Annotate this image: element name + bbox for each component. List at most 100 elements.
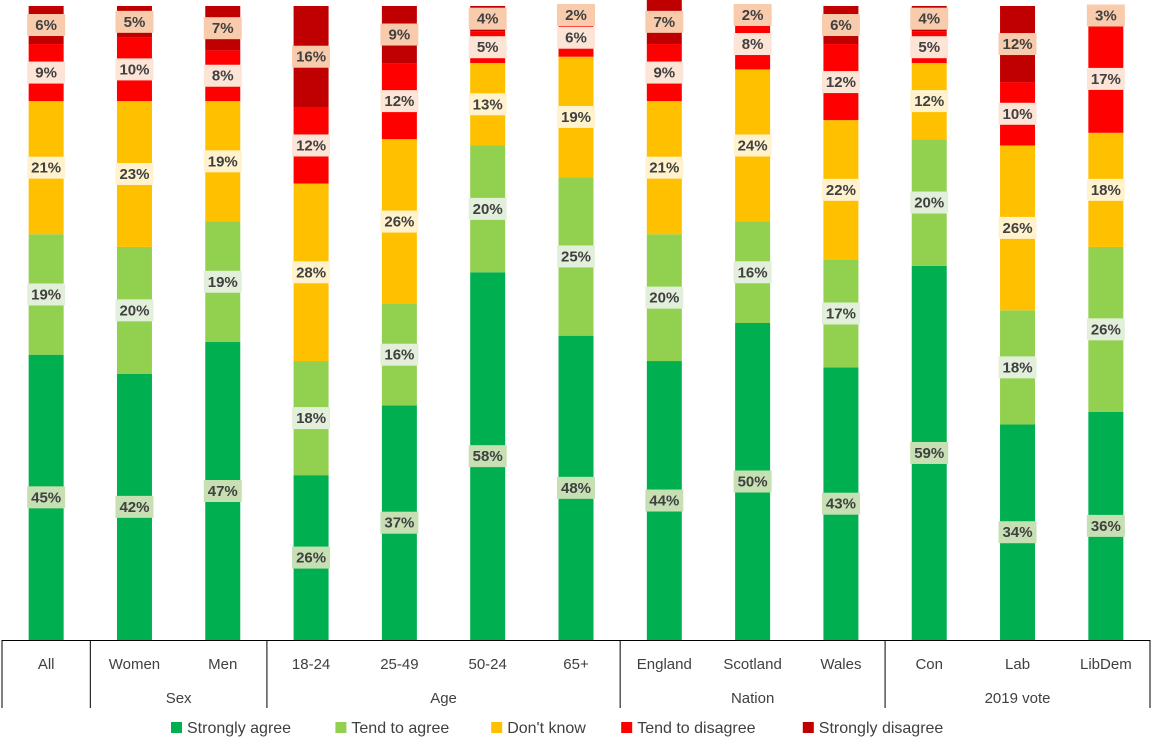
data-label-text: 13% <box>473 96 503 113</box>
data-label-text: 26% <box>384 214 414 231</box>
data-label-text: 9% <box>653 65 675 82</box>
data-label: 9% <box>380 23 419 46</box>
data-label: 13% <box>468 93 507 116</box>
data-label-text: 58% <box>473 448 503 465</box>
category-label: Men <box>208 656 237 673</box>
category-label: 65+ <box>563 656 589 673</box>
data-label: 37% <box>380 511 419 534</box>
data-label: 44% <box>645 489 684 512</box>
data-label-box <box>645 489 684 512</box>
data-label: 4% <box>468 7 507 30</box>
data-label-box <box>557 476 595 499</box>
data-label-box <box>203 17 242 40</box>
data-label-text: 44% <box>649 493 679 510</box>
data-label: 18% <box>292 407 331 430</box>
legend-label: Tend to agree <box>351 720 449 737</box>
data-label: 21% <box>645 156 684 179</box>
data-label: 12% <box>821 71 860 94</box>
data-label-text: 43% <box>826 496 856 513</box>
data-label-box <box>468 197 507 220</box>
data-label: 23% <box>115 163 154 186</box>
data-label: 12% <box>998 33 1037 56</box>
data-label-box <box>380 90 419 113</box>
data-label-text: 12% <box>1003 36 1033 53</box>
category-label: Con <box>915 656 943 673</box>
data-label: 5% <box>910 36 949 59</box>
data-label-text: 9% <box>35 65 57 82</box>
data-label: 34% <box>998 521 1037 544</box>
data-label-text: 3% <box>1095 8 1117 25</box>
data-label: 5% <box>115 10 154 33</box>
data-label-text: 50% <box>738 474 768 491</box>
data-label: 16% <box>733 261 772 284</box>
data-label: 45% <box>27 486 66 509</box>
data-label-box <box>115 58 154 81</box>
data-label-box <box>733 261 772 284</box>
data-label: 6% <box>557 26 595 49</box>
data-label-text: 16% <box>384 347 414 364</box>
data-label-text: 20% <box>914 195 944 212</box>
data-label: 19% <box>557 105 595 128</box>
legend-label: Tend to disagree <box>637 720 755 737</box>
data-label-box <box>468 36 507 59</box>
data-label: 17% <box>821 302 860 325</box>
data-label-box <box>1086 67 1125 90</box>
data-label-text: 10% <box>1003 106 1033 123</box>
data-label: 7% <box>645 10 684 33</box>
data-label: 2% <box>557 4 595 26</box>
data-label-text: 26% <box>1091 321 1121 338</box>
data-label: 26% <box>292 546 331 569</box>
data-label-text: 2% <box>742 7 764 24</box>
data-label-text: 37% <box>384 515 414 532</box>
data-label: 43% <box>821 492 860 515</box>
category-label: Women <box>109 656 160 673</box>
legend-item: Don't know <box>491 720 586 737</box>
data-label: 26% <box>998 216 1037 239</box>
data-label-box <box>292 134 331 157</box>
data-label: 5% <box>468 36 507 59</box>
data-label-text: 19% <box>208 274 238 291</box>
data-label-box <box>380 343 419 366</box>
data-label-box <box>27 156 66 179</box>
data-label-text: 16% <box>738 264 768 281</box>
legend-swatch <box>335 722 347 733</box>
data-label-box <box>468 445 507 468</box>
data-label: 28% <box>292 261 331 284</box>
data-label-box <box>292 546 331 569</box>
data-label-box <box>998 521 1037 544</box>
data-label: 50% <box>733 470 772 493</box>
legend-swatch <box>171 722 182 733</box>
data-label-box <box>27 283 66 306</box>
data-label: 47% <box>203 480 242 503</box>
data-label-text: 45% <box>31 489 61 506</box>
data-label-text: 24% <box>738 137 768 154</box>
data-label: 20% <box>645 286 684 309</box>
data-label-text: 20% <box>473 201 503 218</box>
category-label: Scotland <box>723 656 781 673</box>
data-label-box <box>910 441 949 464</box>
data-label: 18% <box>1086 178 1125 201</box>
data-label-text: 7% <box>212 20 234 37</box>
data-label: 25% <box>557 245 595 268</box>
data-label-box <box>910 191 949 214</box>
legend-item: Strongly agree <box>171 720 291 737</box>
data-labels-layer: 45% 19% 21% 9% 6% 42% 20% 23% 10% 5% 47% 19% 19% 8% 7%… <box>27 4 1125 569</box>
data-label: 10% <box>998 102 1037 125</box>
data-label-box <box>998 33 1037 56</box>
data-label: 42% <box>115 495 154 518</box>
data-label-text: 4% <box>918 11 940 28</box>
category-label: LibDem <box>1080 656 1132 673</box>
data-label-text: 6% <box>565 30 587 47</box>
data-label: 6% <box>27 14 66 37</box>
data-label-text: 16% <box>296 49 326 66</box>
data-label-box <box>203 150 242 173</box>
data-label-text: 18% <box>1003 359 1033 376</box>
axis-layer: All Women Men 18-24 25-49 50-24 65+ England Scot… <box>1 640 1151 708</box>
data-label: 20% <box>910 191 949 214</box>
data-label: 36% <box>1086 514 1125 537</box>
group-label: 2019 vote <box>985 690 1051 707</box>
data-label-box <box>1086 178 1125 201</box>
data-label-text: 20% <box>649 290 679 307</box>
